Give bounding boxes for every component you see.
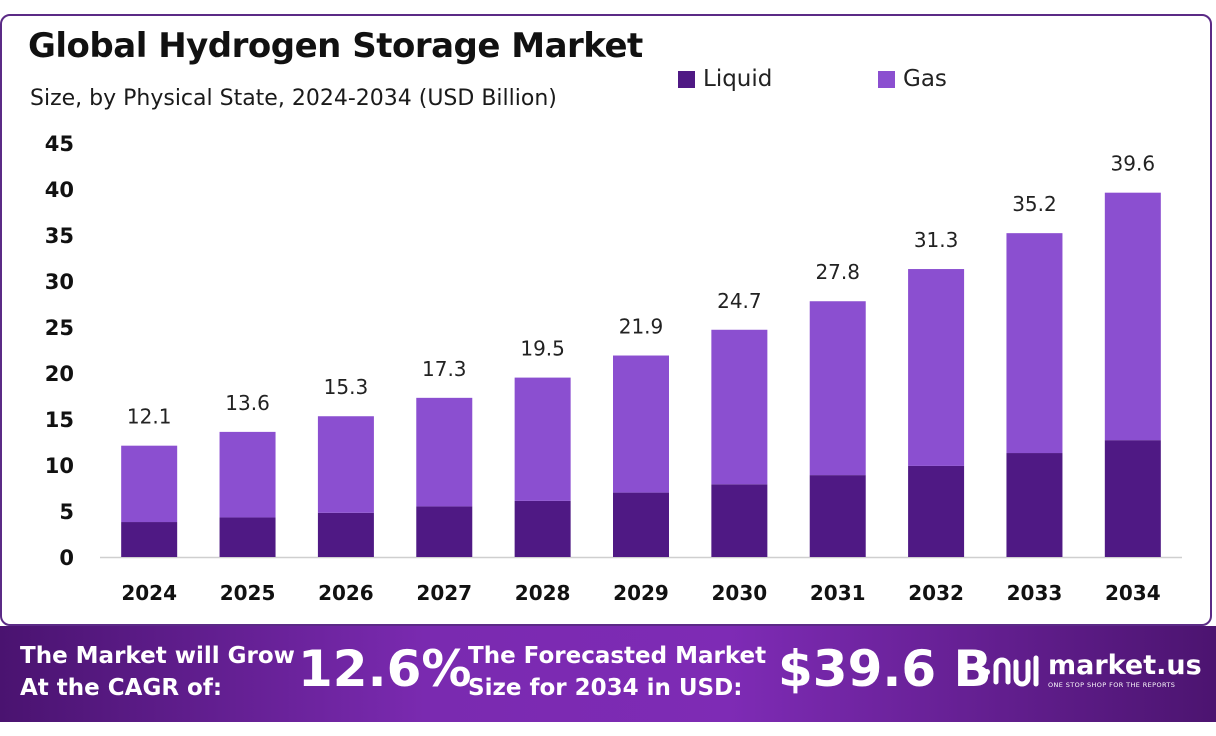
legend-item-liquid: Liquid bbox=[678, 66, 772, 92]
x-tick-label-2031: 2031 bbox=[810, 581, 866, 605]
bar-liquid-2026 bbox=[317, 512, 374, 557]
x-tick-label-2025: 2025 bbox=[220, 581, 276, 605]
bar-gas-2027 bbox=[416, 397, 473, 507]
bar-gas-2029 bbox=[613, 355, 669, 493]
bar-gas-2032 bbox=[908, 269, 965, 466]
y-tick-label: 5 bbox=[59, 500, 74, 524]
chart-title: Global Hydrogen Storage Market bbox=[28, 26, 643, 66]
x-tick-label-2029: 2029 bbox=[613, 581, 669, 605]
legend-swatch-liquid bbox=[678, 70, 695, 88]
legend-label-gas: Gas bbox=[903, 66, 947, 92]
forecast-label-line2: Size for 2034 in USD: bbox=[468, 675, 743, 701]
y-tick-label: 40 bbox=[45, 178, 74, 202]
y-tick-label: 10 bbox=[45, 454, 74, 478]
y-tick-label: 20 bbox=[45, 362, 74, 386]
bar-gas-2033 bbox=[1006, 233, 1063, 454]
bar-liquid-2028 bbox=[514, 500, 571, 557]
bar-gas-2030 bbox=[711, 329, 768, 485]
summary-banner bbox=[0, 626, 1216, 722]
bar-liquid-2032 bbox=[908, 465, 965, 557]
total-label-2032: 31.3 bbox=[914, 228, 959, 252]
total-label-2033: 35.2 bbox=[1012, 192, 1057, 216]
x-tick-label-2024: 2024 bbox=[121, 581, 177, 605]
x-tick-label-2026: 2026 bbox=[318, 581, 374, 605]
total-label-2026: 15.3 bbox=[324, 375, 369, 399]
bar-gas-2026 bbox=[317, 416, 374, 513]
bar-gas-2024 bbox=[121, 445, 178, 523]
x-tick-label-2027: 2027 bbox=[416, 581, 472, 605]
bar-liquid-2027 bbox=[416, 506, 473, 557]
legend-item-gas: Gas bbox=[878, 66, 947, 92]
total-label-2024: 12.1 bbox=[127, 405, 172, 429]
y-tick-label: 45 bbox=[45, 132, 74, 156]
legend-label-liquid: Liquid bbox=[703, 66, 773, 92]
x-tick-label-2034: 2034 bbox=[1105, 581, 1161, 605]
bar-liquid-2031 bbox=[809, 475, 866, 557]
chart-subtitle: Size, by Physical State, 2024-2034 (USD … bbox=[30, 86, 557, 111]
market-us-logo-icon bbox=[984, 655, 1039, 687]
bar-liquid-2029 bbox=[613, 492, 669, 557]
y-tick-label: 15 bbox=[45, 408, 74, 432]
y-tick-label: 30 bbox=[45, 270, 74, 294]
forecast-label-line1: The Forecasted Market bbox=[468, 643, 767, 669]
bar-liquid-2025 bbox=[219, 517, 276, 557]
x-tick-label-2032: 2032 bbox=[908, 581, 964, 605]
bar-liquid-2033 bbox=[1006, 453, 1063, 557]
legend-swatch-gas bbox=[878, 70, 895, 88]
forecast-value: $39.6 B bbox=[778, 640, 992, 698]
cagr-label-line1: The Market will Grow bbox=[20, 643, 295, 669]
y-tick-label: 35 bbox=[45, 224, 74, 248]
total-label-2027: 17.3 bbox=[422, 357, 467, 381]
x-tick-label-2030: 2030 bbox=[712, 581, 768, 605]
bar-gas-2025 bbox=[219, 431, 276, 518]
bar-liquid-2030 bbox=[711, 484, 768, 557]
x-tick-label-2028: 2028 bbox=[515, 581, 571, 605]
total-label-2029: 21.9 bbox=[619, 315, 664, 339]
bar-liquid-2034 bbox=[1104, 440, 1161, 557]
total-label-2025: 13.6 bbox=[225, 391, 270, 415]
bar-liquid-2024 bbox=[121, 522, 178, 557]
y-tick-label: 25 bbox=[45, 316, 74, 340]
cagr-value: 12.6% bbox=[298, 640, 472, 698]
y-tick-label: 0 bbox=[59, 546, 74, 570]
cagr-label-line2: At the CAGR of: bbox=[20, 675, 223, 701]
total-label-2031: 27.8 bbox=[815, 260, 860, 284]
total-label-2030: 24.7 bbox=[717, 289, 762, 313]
bar-gas-2031 bbox=[809, 301, 866, 476]
bar-gas-2028 bbox=[514, 377, 571, 501]
total-label-2028: 19.5 bbox=[520, 337, 565, 361]
brand-tagline: ONE STOP SHOP FOR THE REPORTS bbox=[1048, 681, 1176, 689]
bar-chart: 05101520253035404512.1202413.6202515.320… bbox=[45, 132, 1182, 605]
x-tick-label-2033: 2033 bbox=[1007, 581, 1063, 605]
bar-gas-2034 bbox=[1104, 192, 1161, 441]
brand-name: market.us bbox=[1048, 650, 1202, 681]
total-label-2034: 39.6 bbox=[1111, 152, 1156, 176]
